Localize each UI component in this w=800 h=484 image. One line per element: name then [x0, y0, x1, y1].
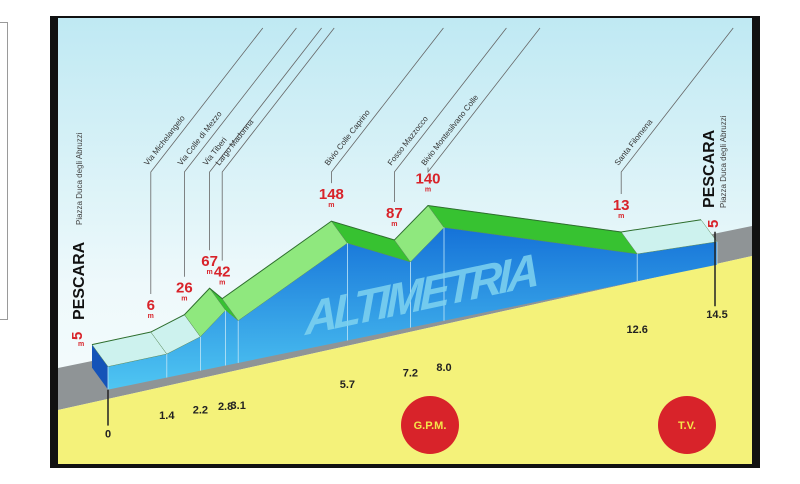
callout-line [209, 27, 322, 251]
distance-label: 12.6 [626, 324, 647, 336]
elevation-label: 140 [415, 171, 440, 188]
elevation-unit: m [219, 280, 225, 287]
distance-label: 2.2 [193, 405, 208, 417]
ground-yellow [58, 256, 752, 464]
distance-label: 7.2 [403, 368, 418, 380]
callout-line [221, 27, 335, 261]
badge-circle [401, 396, 459, 454]
distance-label: 8.0 [436, 362, 451, 374]
elevation-unit: m [181, 296, 187, 303]
callout-line [183, 27, 297, 277]
profile-side-face [92, 344, 108, 390]
finish-label: 5 PESCARA Piazza Duca degli Abruzzi [701, 115, 728, 228]
profile-ridge-line [91, 204, 702, 346]
elevation-unit: m [425, 187, 431, 194]
badge-circle [658, 396, 716, 454]
badge-label: T.V. [678, 420, 696, 432]
elevation-unit: m [148, 313, 154, 320]
finish-town: PESCARA [701, 129, 718, 208]
distance-label: 14.5 [706, 309, 727, 321]
start-elevation: 5 [69, 332, 86, 340]
badge-label: G.P.M. [414, 420, 447, 432]
callout-line [150, 27, 264, 295]
finish-elevation: 5 [705, 220, 722, 228]
start-label: 5 m PESCARA Piazza Duca degli Abruzzi [69, 132, 88, 348]
elevation-unit: m [328, 202, 334, 209]
elevation-unit: m [206, 269, 212, 276]
elevation-unit: m [391, 221, 397, 228]
start-location: Piazza Duca degli Abruzzi [75, 132, 84, 225]
callout-line [393, 27, 507, 202]
elevation-label: 26 [176, 280, 193, 297]
distance-label: 0 [105, 429, 111, 441]
callout-line [620, 27, 734, 194]
distance-label: 5.7 [340, 379, 355, 391]
callout-line [330, 27, 444, 184]
elevation-label: 87 [386, 205, 403, 222]
start-elevation-unit: m [78, 341, 84, 348]
profile-front-face [108, 227, 717, 390]
elevation-label: 148 [319, 186, 344, 203]
finish-location: Piazza Duca degli Abruzzi [719, 115, 728, 208]
start-town: PESCARA [71, 241, 88, 320]
distance-label: 3.1 [231, 400, 246, 412]
elevation-label: 67 [201, 253, 218, 270]
distance-label: 1.4 [159, 410, 175, 422]
distance-label: 2.8 [218, 401, 233, 413]
elevation-label: 6 [147, 297, 155, 314]
callout-line [427, 27, 541, 174]
elevation-label: 13 [613, 197, 630, 214]
elevation-label: 42 [214, 264, 231, 281]
side-panel-edge [0, 22, 8, 320]
elevation-unit: m [618, 213, 624, 220]
